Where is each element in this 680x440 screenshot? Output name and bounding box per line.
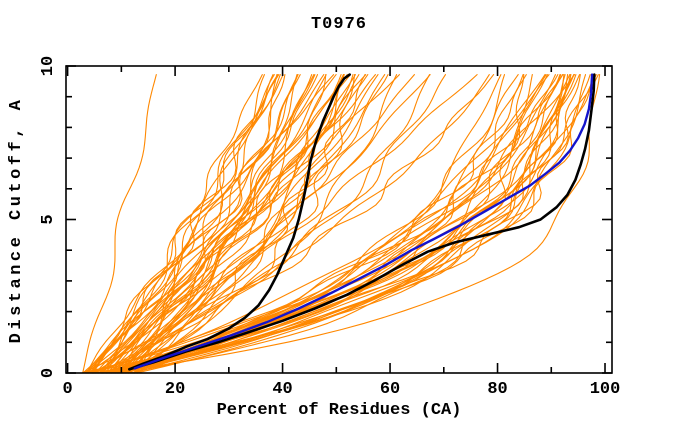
axes-layer: [65, 65, 613, 374]
chart-title: T0976: [311, 15, 367, 34]
x-tick-label-0: 0: [63, 380, 73, 399]
x-axis-label: Percent of Residues (CA): [217, 401, 462, 420]
x-tick-labels: 0 20 40 60 80 100: [63, 380, 621, 399]
y-tick-label-0: 0: [39, 368, 58, 378]
y-tick-label-5: 5: [39, 214, 58, 224]
x-tick-label-40: 40: [272, 380, 292, 399]
curves-layer: [81, 73, 601, 374]
x-tick-label-100: 100: [590, 380, 621, 399]
x-tick-label-20: 20: [165, 380, 185, 399]
y-axis-label: Distance Cutoff, A: [7, 97, 26, 344]
x-tick-label-60: 60: [380, 380, 400, 399]
y-tick-label-10: 10: [39, 56, 58, 76]
y-tick-labels: 0 5 10: [39, 56, 58, 378]
x-tick-label-80: 80: [487, 380, 507, 399]
